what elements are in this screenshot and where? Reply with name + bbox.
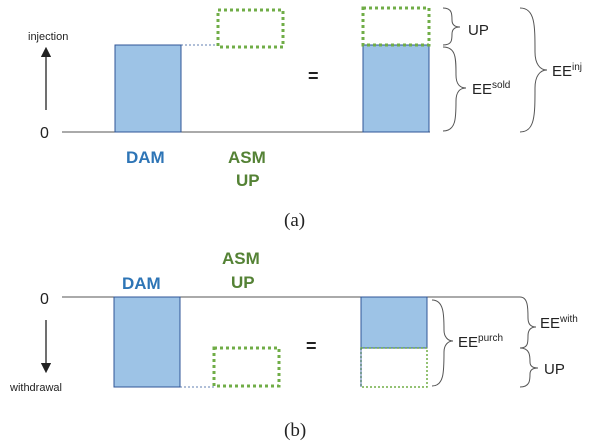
- brace-up-b: [519, 347, 539, 388]
- asm-label-b: ASM: [222, 249, 260, 268]
- panel-a: injection 0 = UP EEsold EEinj DAM ASM UP…: [28, 6, 582, 231]
- result-bar-a: [362, 44, 430, 133]
- brace-up-label-a: UP: [468, 22, 489, 39]
- brace-ee-inj-a: [519, 7, 548, 133]
- result-bar-b: [360, 296, 428, 349]
- withdrawal-axis-label: withdrawal: [9, 382, 62, 394]
- asm-up-box-a: [216, 8, 285, 49]
- up-label-a: UP: [236, 171, 260, 190]
- brace-up-label-b: UP: [544, 361, 565, 378]
- panel-b: DAM ASM UP 0 withdrawal = EEpurch EEwith…: [9, 249, 578, 441]
- brace-ee-purch-b: [431, 299, 454, 387]
- brace-ee-with-b: [519, 296, 537, 349]
- result-up-box-a: [361, 6, 431, 47]
- dam-bar-a: [114, 44, 182, 133]
- brace-ee-sold-a: [442, 46, 467, 132]
- asm-label-a: ASM: [228, 148, 266, 167]
- brace-up-a: [442, 7, 461, 46]
- result-up-box-b: [360, 347, 428, 388]
- zero-label-b: 0: [40, 291, 49, 308]
- dam-bar-b: [113, 296, 181, 388]
- brace-ee-sold-label-a: EEsold: [472, 80, 510, 98]
- equals-sign-a: =: [308, 66, 319, 86]
- dam-label-b: DAM: [122, 274, 161, 293]
- brace-ee-purch-label-b: EEpurch: [458, 333, 503, 351]
- asm-up-box-b: [212, 346, 281, 388]
- dam-label-a: DAM: [126, 148, 165, 167]
- equals-sign-b: =: [306, 336, 317, 356]
- brace-ee-inj-label-a: EEinj: [552, 62, 582, 80]
- up-label-b: UP: [231, 273, 255, 292]
- injection-axis-label: injection: [28, 31, 68, 43]
- brace-ee-with-label-b: EEwith: [540, 314, 578, 332]
- caption-a: (a): [284, 210, 305, 231]
- caption-b: (b): [284, 420, 306, 441]
- zero-label-a: 0: [40, 125, 49, 142]
